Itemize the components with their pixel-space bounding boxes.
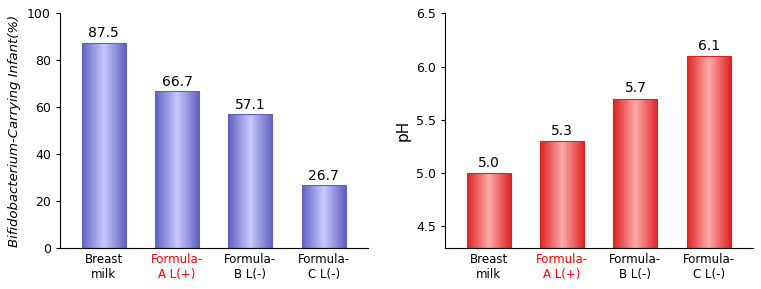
Bar [301,185,345,248]
Bar [540,141,584,248]
Text: 5.0: 5.0 [478,156,500,170]
Bar [686,56,731,248]
Text: 5.3: 5.3 [551,124,573,138]
Text: 57.1: 57.1 [235,98,266,112]
Bar [467,173,511,248]
Bar [613,99,658,248]
Text: 6.1: 6.1 [698,39,720,53]
Y-axis label: pH: pH [395,120,410,141]
Text: 66.7: 66.7 [161,75,193,89]
Text: 5.7: 5.7 [625,81,646,95]
Bar [155,91,199,248]
Bar [228,114,272,248]
Text: 87.5: 87.5 [88,26,119,40]
Bar [81,43,126,248]
Text: 26.7: 26.7 [308,169,339,183]
Y-axis label: Bifidobacterium-Carrying Infant(%): Bifidobacterium-Carrying Infant(%) [8,14,21,247]
